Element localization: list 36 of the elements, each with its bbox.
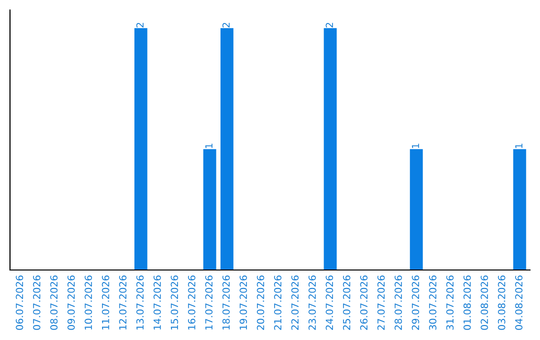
data-label: 1 — [205, 144, 212, 148]
x-tick-label: 02.08.2026 — [480, 275, 488, 330]
x-tick-label: 21.07.2026 — [274, 275, 282, 330]
x-tick-label: 28.07.2026 — [394, 275, 402, 330]
x-tick-label: 20.07.2026 — [256, 275, 264, 330]
data-label: 1 — [515, 144, 522, 148]
x-tick-label: 04.08.2026 — [515, 275, 522, 330]
data-label: 2 — [326, 22, 333, 28]
data-label: 1 — [412, 144, 420, 148]
x-tick-label: 16.07.2026 — [188, 275, 196, 330]
x-tick-label: 11.07.2026 — [102, 275, 110, 330]
x-tick-label: 30.07.2026 — [429, 275, 436, 330]
x-tick-label: 23.07.2026 — [308, 275, 316, 330]
data-label: 2 — [136, 22, 144, 28]
x-tick-label: 08.07.2026 — [50, 275, 58, 330]
x-tick-label: 13.07.2026 — [136, 275, 144, 330]
x-tick-label: 26.07.2026 — [360, 275, 368, 330]
x-tick-label: 10.07.2026 — [84, 275, 92, 330]
x-tick-label: 19.07.2026 — [240, 275, 247, 330]
x-tick-label: 01.08.2026 — [463, 275, 471, 330]
x-tick-label: 22.07.2026 — [291, 275, 299, 330]
x-tick-label: 31.07.2026 — [446, 275, 454, 330]
x-tick-label: 25.07.2026 — [342, 275, 350, 330]
x-tick-label: 12.07.2026 — [119, 275, 126, 330]
x-tick-label: 29.07.2026 — [412, 275, 420, 330]
x-tick-label: 09.07.2026 — [67, 275, 75, 330]
x-tick-label: 24.07.2026 — [326, 275, 334, 330]
x-tick-label: 14.07.2026 — [154, 275, 161, 330]
data-label: 2 — [222, 22, 230, 28]
x-tick-label: 18.07.2026 — [222, 275, 230, 330]
x-tick-label: 03.08.2026 — [498, 275, 506, 330]
x-tick-label: 17.07.2026 — [205, 275, 213, 330]
x-tick-label: 07.07.2026 — [33, 275, 40, 330]
x-tick-label: 27.07.2026 — [377, 275, 385, 330]
x-tick-label: 15.07.2026 — [170, 275, 178, 330]
x-tick-label: 06.07.2026 — [16, 275, 24, 330]
